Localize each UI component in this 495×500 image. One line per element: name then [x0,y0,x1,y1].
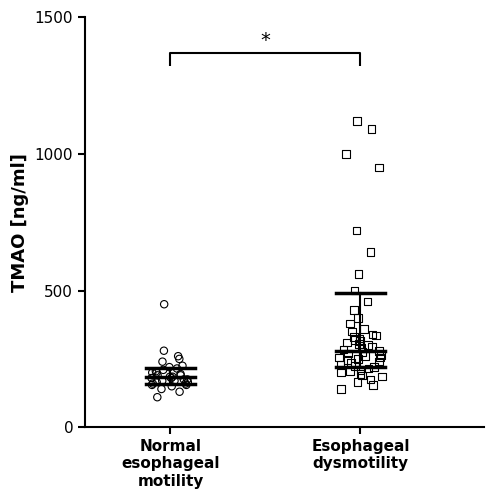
Point [351,362,359,370]
Point [337,360,345,368]
Text: *: * [260,32,270,50]
Point [359,348,367,356]
Point [152,368,160,376]
Point [356,370,364,378]
Point [350,336,358,344]
Point [375,164,383,172]
Point [344,356,351,364]
Point [183,376,191,384]
Point [350,306,358,314]
Point [174,352,182,360]
Point [364,341,372,349]
Point [148,368,156,376]
Point [375,346,383,354]
Point [365,364,373,372]
Point [337,368,345,376]
Point [355,334,363,342]
Point [376,354,384,362]
Point [353,117,361,125]
Point [148,374,155,382]
Point [370,363,378,371]
Point [176,388,184,396]
Point [369,381,377,389]
Point [158,377,166,385]
Point [343,338,351,346]
Point [356,337,364,345]
Point [149,380,157,388]
Point [166,372,174,380]
Point [160,346,168,354]
Point [378,372,386,380]
Point [350,333,358,341]
Point [358,372,366,380]
Point [180,376,188,384]
Point [179,362,187,370]
Point [353,378,361,386]
Point [165,363,173,371]
Point [346,320,354,328]
Point [184,378,192,386]
Point [354,355,362,363]
Y-axis label: TMAO [ng/ml]: TMAO [ng/ml] [11,153,29,292]
Point [352,226,360,234]
Point [153,378,161,386]
Point [377,351,385,359]
Point [170,377,178,385]
Point [344,350,352,358]
Point [342,150,350,158]
Point [368,342,376,350]
Point [361,352,369,360]
Point [354,270,362,278]
Point [355,340,363,348]
Point [337,385,345,393]
Point [168,372,176,380]
Point [375,358,383,366]
Point [182,380,190,388]
Point [372,332,380,340]
Point [167,374,175,382]
Point [182,381,190,389]
Point [369,330,377,338]
Point [177,372,185,380]
Point [173,364,181,372]
Point [160,300,168,308]
Point [175,355,183,363]
Point [367,125,375,133]
Point [153,393,161,401]
Point [159,366,167,374]
Point [168,382,176,390]
Point [356,366,364,374]
Point [360,325,368,333]
Point [346,367,354,375]
Point [366,248,374,256]
Point [347,359,355,367]
Point [340,346,347,354]
Point [350,286,358,294]
Point [367,376,375,384]
Point [153,372,161,380]
Point [148,381,156,389]
Point [152,367,160,375]
Point [348,328,356,336]
Point [157,385,165,393]
Point [364,298,372,306]
Point [177,370,185,378]
Point [335,354,343,362]
Point [158,358,166,366]
Point [354,314,362,322]
Point [357,344,365,352]
